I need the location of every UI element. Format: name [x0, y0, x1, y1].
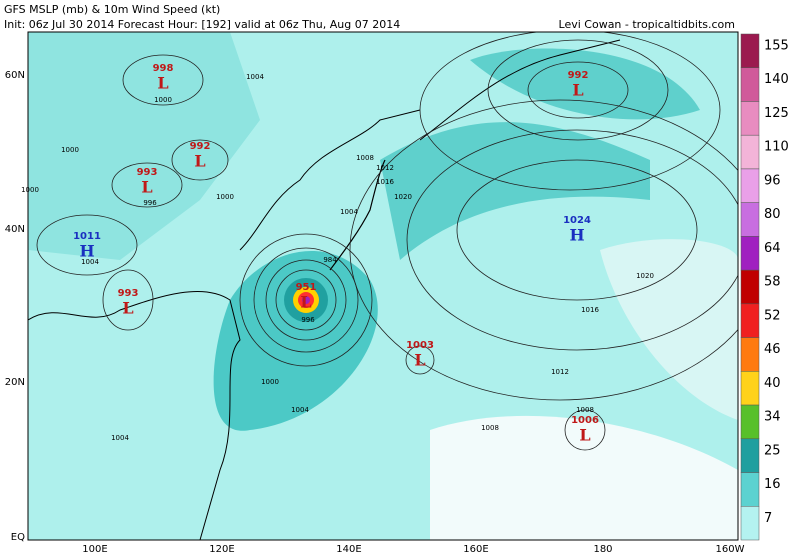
center-pressure: 1024 [563, 215, 591, 226]
isobar-label: 1000 [154, 96, 172, 104]
colorbar-label: 96 [764, 173, 781, 188]
lon-label: 160E [463, 544, 488, 555]
isobar-label: 1012 [551, 368, 569, 376]
colorbar-swatch [740, 438, 760, 473]
isobar-label: 1004 [291, 406, 309, 414]
colorbar-label: 58 [764, 275, 781, 290]
lat-label: 40N [5, 224, 25, 235]
center-pressure: 1003 [406, 340, 434, 351]
colorbar-swatch [740, 33, 760, 68]
isobar-label: 996 [301, 316, 315, 324]
lon-label: 160W [716, 544, 745, 555]
colorbar-swatch [740, 404, 760, 440]
isobar-label: 1008 [356, 154, 374, 162]
colorbar-swatch [740, 134, 760, 170]
map [27, 31, 739, 541]
center-symbol: H [79, 242, 94, 261]
colorbar-swatch [740, 236, 760, 271]
colorbar-label: 46 [764, 342, 781, 357]
colorbar-label: 7 [764, 511, 772, 526]
lat-label: EQ [11, 532, 25, 543]
colorbar-swatch [740, 67, 760, 102]
colorbar-swatch [740, 269, 760, 305]
subtitle: Init: 06z Jul 30 2014 Forecast Hour: [19… [4, 18, 400, 31]
colorbar-label: 80 [764, 207, 781, 222]
center-pressure: 993 [137, 167, 158, 178]
center-pressure: 1006 [571, 415, 599, 426]
title: GFS MSLP (mb) & 10m Wind Speed (kt) [4, 3, 220, 16]
colorbar-label: 140 [764, 72, 789, 87]
colorbar-label: 110 [764, 140, 789, 155]
isobar-label: 996 [143, 199, 157, 207]
isobar-label: 1016 [376, 178, 394, 186]
isobar-label: 1012 [376, 164, 394, 172]
center-pressure: 998 [153, 63, 174, 74]
isobar-label: 1004 [246, 73, 264, 81]
credit: Levi Cowan - tropicaltidbits.com [559, 18, 735, 31]
center-symbol: L [141, 178, 152, 197]
isobar-label: 1008 [576, 406, 594, 414]
center-symbol: L [194, 152, 205, 171]
center-symbol: L [157, 74, 168, 93]
colorbar-swatch [740, 303, 760, 338]
center-pressure: 992 [190, 141, 211, 152]
center-symbol: H [569, 226, 584, 245]
lon-label: 180 [593, 544, 612, 555]
center-symbol: L [579, 426, 590, 445]
colorbar-label: 64 [764, 241, 781, 256]
colorbar-swatch [740, 101, 760, 136]
lat-label: 20N [5, 377, 25, 388]
colorbar-label: 16 [764, 477, 781, 492]
center-symbol: L [122, 299, 133, 318]
center-symbol: L [300, 293, 311, 312]
center-pressure: 1011 [73, 231, 101, 242]
colorbar-label: 34 [764, 410, 781, 425]
colorbar-label: 25 [764, 443, 781, 458]
isobar-label: 1020 [636, 272, 654, 280]
lat-label: 60N [5, 70, 25, 81]
isobar-label: 1000 [21, 186, 39, 194]
colorbar-swatch [740, 168, 760, 203]
lon-label: 140E [336, 544, 361, 555]
colorbar-swatch [740, 506, 760, 541]
colorbar-label: 52 [764, 308, 781, 323]
isobar-label: 1008 [481, 424, 499, 432]
isobar-label: 1000 [61, 146, 79, 154]
center-pressure: 992 [568, 70, 589, 81]
isobar-label: 1004 [111, 434, 129, 442]
isobar-label: 1004 [340, 208, 358, 216]
colorbar-label: 155 [764, 39, 789, 54]
colorbar-swatch [740, 337, 760, 372]
center-pressure: 993 [118, 288, 139, 299]
colorbar: 155 140 125 110 96 80 64 58 52 46 40 34 25 16 7 [740, 33, 789, 541]
isobar-label: 984 [323, 256, 337, 264]
colorbar-swatch [740, 202, 760, 237]
isobar-label: 1020 [394, 193, 412, 201]
isobar-label: 1016 [581, 306, 599, 314]
colorbar-label: 40 [764, 376, 781, 391]
colorbar-label: 125 [764, 106, 789, 121]
center-pressure: 951 [296, 282, 317, 293]
isobar-label: 1000 [216, 193, 234, 201]
lon-label: 120E [209, 544, 234, 555]
center-symbol: L [414, 351, 425, 370]
colorbar-swatch [740, 371, 760, 406]
lon-label: 100E [82, 544, 107, 555]
colorbar-swatch [740, 472, 760, 507]
isobar-label: 1000 [261, 378, 279, 386]
center-symbol: L [572, 81, 583, 100]
isobar-label: 1004 [81, 258, 99, 266]
